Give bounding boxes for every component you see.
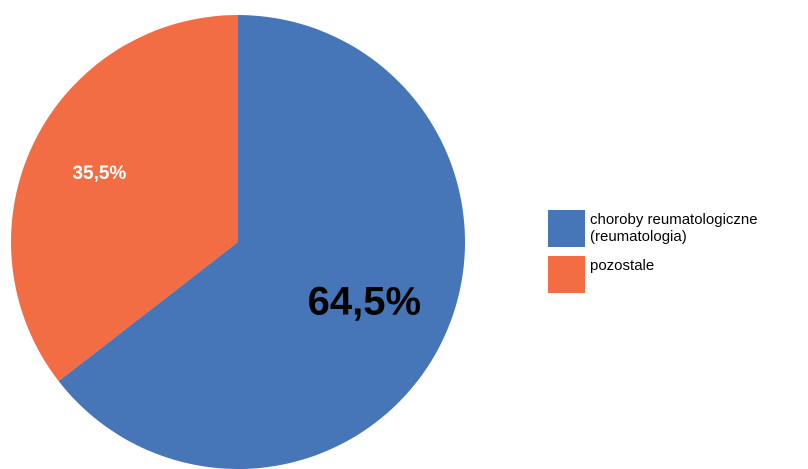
data-label-pozostale: 35,5% (72, 163, 126, 184)
legend-swatch-pozostale (548, 256, 585, 293)
legend-item-reumatologia: choroby reumatologiczne (reumatologia) (548, 210, 806, 247)
legend-label-pozostale: pozostale (590, 257, 655, 274)
legend-swatch-reumatologia (548, 210, 585, 247)
legend-label-reumatologia: choroby reumatologiczne (reumatologia) (590, 211, 758, 245)
data-label-reumatologia: 64,5% (308, 279, 421, 323)
pie-slice-pozostale (11, 15, 239, 382)
pie-data-labels: 64,5% 35,5% (72, 163, 421, 323)
legend: choroby reumatologiczne (reumatologia) p… (548, 210, 806, 303)
pie-slice-reumatologia (58, 15, 465, 469)
pie-slices (11, 15, 465, 469)
legend-item-pozostale: pozostale (548, 256, 806, 293)
